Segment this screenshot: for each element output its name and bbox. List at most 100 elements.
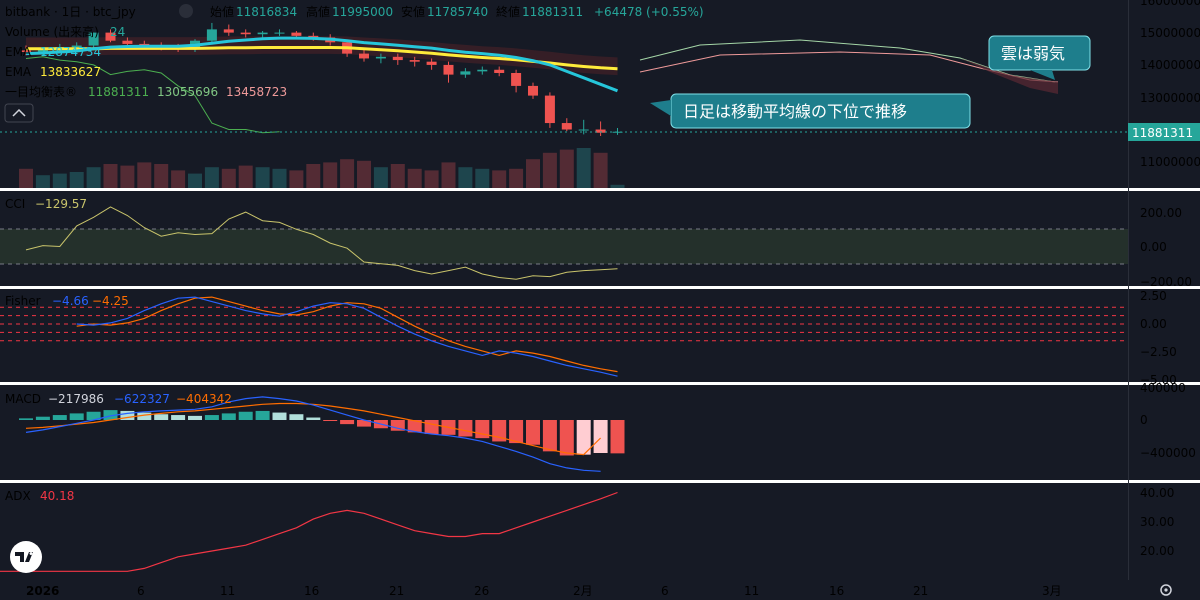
volume-bar [103,164,118,188]
candle-body [274,32,285,34]
volume-bar [424,170,439,188]
time-tick: 21 [913,584,928,598]
macd-histogram-bar [188,415,202,420]
future-cloud-fill [960,58,1058,94]
macd-histogram-bar [458,420,473,437]
volume-bar [593,152,608,188]
candle-body [392,56,403,61]
candle-body [426,61,437,65]
volume-bar [492,170,507,188]
volume-bar [86,167,101,188]
volume-bar [221,168,236,188]
macd-histogram-bar [289,414,304,420]
candle-body [561,123,572,130]
volume-bar [52,173,67,188]
low-value: 11785740 [427,5,488,19]
ichimoku-label: 一目均衡表® [5,85,77,99]
macd-histogram-bar [19,418,33,420]
time-tick: 2026 [26,584,59,598]
volume-bar [357,160,371,188]
macd-histogram-bar [509,420,524,444]
cci-line [25,206,618,280]
volume-bar [255,167,270,188]
settings-icon[interactable] [1160,584,1172,596]
candle-body [528,85,538,96]
volume-bar [154,164,169,188]
tradingview-logo[interactable] [10,541,42,573]
ema-fast-line [25,36,619,93]
macd-histogram-bar [323,420,338,421]
macd-pane[interactable]: MACD −217986 −622327 −404342 400000 0 −4… [5,381,1196,472]
candle-body [240,32,251,35]
macd-value-2: −622327 [114,392,170,406]
separator-fisher [0,286,1200,289]
macd-histogram-bar [69,413,84,420]
candle-body [460,71,471,75]
close-value: 11881311 [522,5,583,19]
collapse-legend-button[interactable] [4,103,34,123]
candle-body [21,50,31,52]
volume-bar [137,162,152,188]
time-tick: 6 [137,584,145,598]
macd-histogram-bar [35,416,50,420]
main-legend: bitbank · 1日 · btc_jpy 始値 11816834 高値 11… [4,4,704,123]
price-axis[interactable]: 16000000 15000000 14000000 13000000 1100… [1128,0,1200,169]
tradingview-logo-badge [10,541,42,573]
macd-histogram-bar [610,420,625,454]
cci-tick: 0.00 [1140,240,1167,254]
annotation-below-ma[interactable]: 日足は移動平均線の下位で推移 [650,93,971,129]
macd-tick: 400000 [1140,381,1186,395]
volume-bar [272,168,287,188]
macd-histogram-bar [52,415,67,420]
separator-adx [0,480,1200,483]
time-tick: 16 [829,584,844,598]
volume-bar [69,172,84,188]
time-tick: 16 [304,584,319,598]
volume-bar [323,162,338,188]
annotation-cloud-bearish[interactable]: 雲は弱気 [988,35,1091,80]
adx-pane[interactable]: ADX 40.18 40.00 30.00 20.00 [0,486,1174,573]
candle-body [105,32,116,41]
candle-body [544,95,555,124]
time-tick: 2月 [573,584,593,598]
macd-histogram-bar [542,420,557,452]
volume-bar [238,165,253,188]
adx-label: ADX [5,489,31,503]
ema-slow-line [26,46,618,71]
open-value: 11816834 [236,5,297,19]
volume-bar [289,170,304,188]
fisher-trigger-value: −4.25 [92,294,129,308]
fisher-pane[interactable]: Fisher −4.66 −4.25 2.50 0.00 −2.50 −5.00 [0,289,1177,387]
candle-body [359,53,369,59]
macd-histogram-bar [593,420,608,453]
cci-band [0,229,1128,264]
candle-body [122,40,133,44]
candle-body [206,29,217,41]
macd-histogram-bar [255,410,270,420]
macd-histogram-bar [120,410,135,420]
eye-icon[interactable] [179,4,193,18]
fisher-value: −4.66 [52,294,89,308]
candle-body [443,64,454,75]
time-axis[interactable]: 2026 6 11 16 21 26 2月 6 11 16 21 3月 [0,580,1200,600]
volume-bar [509,168,524,188]
macd-histogram-bar [272,412,287,420]
macd-histogram-bar [306,417,321,420]
pane-separators [0,0,1200,580]
candle-body [595,129,606,133]
macd-histogram-bar [171,415,186,420]
cci-pane[interactable]: CCI −129.57 200.00 0.00 −200.00 [0,197,1192,289]
macd-histogram-bar [390,420,405,431]
volume-bar [340,159,355,188]
candle-body [291,32,302,36]
fisher-line [76,296,618,377]
candle-body [612,131,623,133]
candle-body [375,56,386,59]
high-value: 11995000 [332,5,393,19]
volume-bar [306,164,321,188]
ichimoku-value-3: 13458723 [226,85,287,99]
candle-body [511,72,522,86]
macd-histogram-bar [86,411,101,420]
